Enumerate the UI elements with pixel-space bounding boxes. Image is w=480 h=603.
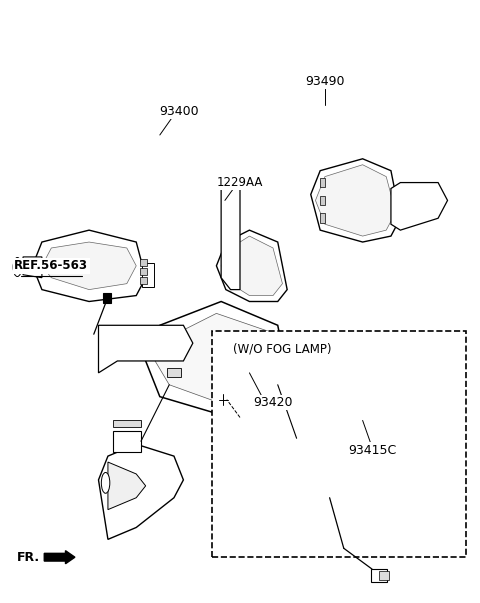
Polygon shape (42, 242, 136, 289)
Polygon shape (140, 277, 147, 284)
Polygon shape (98, 325, 193, 373)
Text: 93415C: 93415C (348, 444, 396, 456)
Polygon shape (108, 462, 145, 510)
Polygon shape (379, 570, 389, 579)
Text: FR.: FR. (16, 551, 39, 564)
Polygon shape (221, 236, 282, 295)
Polygon shape (113, 420, 141, 427)
FancyArrow shape (44, 551, 75, 564)
Polygon shape (23, 257, 42, 278)
Polygon shape (352, 445, 359, 455)
Polygon shape (311, 159, 400, 242)
Polygon shape (140, 259, 147, 267)
Polygon shape (221, 177, 240, 289)
Polygon shape (287, 403, 362, 497)
Polygon shape (292, 409, 358, 486)
Polygon shape (296, 427, 302, 438)
Text: (W/O FOG LAMP): (W/O FOG LAMP) (233, 343, 332, 356)
Polygon shape (239, 393, 251, 400)
Polygon shape (113, 431, 141, 452)
Polygon shape (216, 230, 287, 302)
Polygon shape (352, 427, 359, 438)
Text: 93400: 93400 (159, 105, 199, 118)
Polygon shape (320, 213, 325, 223)
Ellipse shape (101, 473, 110, 493)
Polygon shape (296, 463, 302, 473)
Polygon shape (240, 349, 344, 397)
Polygon shape (142, 263, 154, 286)
Polygon shape (296, 445, 302, 455)
Text: 1229AA: 1229AA (217, 176, 263, 189)
Polygon shape (103, 292, 111, 303)
Polygon shape (98, 444, 183, 539)
Polygon shape (167, 333, 181, 342)
Polygon shape (167, 350, 181, 359)
Polygon shape (167, 368, 181, 377)
Ellipse shape (13, 257, 22, 277)
Polygon shape (320, 195, 325, 205)
Bar (212, 331, 467, 557)
Polygon shape (140, 268, 147, 276)
Polygon shape (155, 314, 278, 409)
Polygon shape (145, 302, 287, 420)
Polygon shape (33, 230, 145, 302)
Text: 93490: 93490 (305, 75, 345, 88)
Text: 93420: 93420 (253, 396, 293, 409)
Ellipse shape (219, 394, 228, 405)
Polygon shape (320, 178, 325, 188)
Polygon shape (352, 463, 359, 473)
Polygon shape (315, 165, 396, 236)
Polygon shape (225, 393, 237, 400)
Polygon shape (391, 183, 447, 230)
Polygon shape (371, 569, 387, 581)
Text: REF.56-563: REF.56-563 (14, 259, 88, 273)
